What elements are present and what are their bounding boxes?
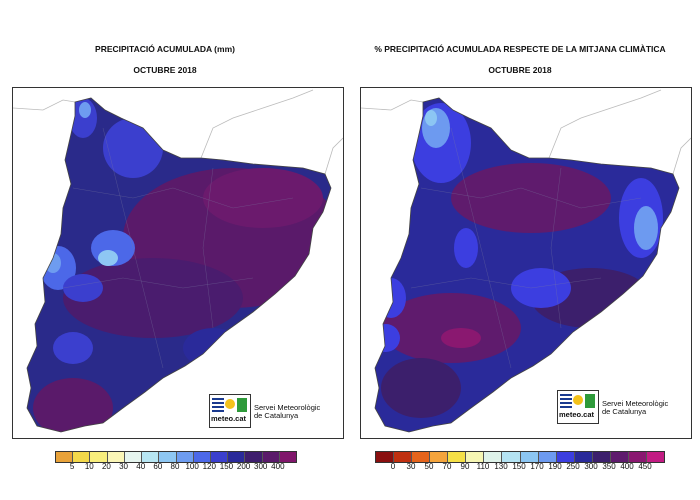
logo-line-2: de Catalunya bbox=[602, 407, 647, 416]
county-boundaries bbox=[410, 127, 642, 369]
legend-tick-label: 350 bbox=[602, 462, 616, 471]
legend-swatch bbox=[262, 452, 280, 462]
catalonia-outline bbox=[26, 97, 332, 433]
legend-swatch bbox=[193, 452, 211, 462]
legend-tick-label: 40 bbox=[136, 462, 146, 471]
legend-swatch bbox=[245, 452, 263, 462]
legend-tick-label: 400 bbox=[620, 462, 634, 471]
logo-brand: meteo.cat bbox=[559, 410, 595, 419]
legend-tick-label: 30 bbox=[119, 462, 129, 471]
right-legend-ticks: 0 30 50 70 90 110 130 150 170 190 250 300 350 400 450 bbox=[375, 462, 663, 474]
legend-tick-label: 130 bbox=[494, 462, 508, 471]
left-map-panel: meteo.cat Servei Meteorològic de Catalun… bbox=[12, 87, 344, 439]
border-line bbox=[548, 89, 662, 159]
meteocat-logo: meteo.cat Servei Meteorològic de Catalun… bbox=[557, 390, 687, 424]
border-line bbox=[13, 99, 76, 111]
legend-tick-label: 0 bbox=[390, 462, 396, 471]
meteocat-logo: meteo.cat Servei Meteorològic de Catalun… bbox=[209, 394, 339, 428]
legend-swatch bbox=[376, 452, 395, 462]
legend-tick-label: 90 bbox=[460, 462, 470, 471]
legend-swatch bbox=[556, 452, 575, 462]
county-boundaries bbox=[62, 127, 294, 369]
legend-tick-label: 50 bbox=[424, 462, 434, 471]
border-line bbox=[672, 137, 691, 175]
percent-fill bbox=[375, 98, 679, 432]
legend-swatch bbox=[176, 452, 194, 462]
logo-sun-icon bbox=[225, 399, 235, 409]
legend-tick-label: 200 bbox=[236, 462, 251, 471]
legend-swatch bbox=[520, 452, 539, 462]
left-legend-ticks: 5 10 20 30 40 60 80 100 120 150 200 300 400 bbox=[55, 462, 295, 474]
logo-waves-icon bbox=[560, 394, 572, 408]
legend-tick-label: 5 bbox=[69, 462, 75, 471]
logo-mark: meteo.cat bbox=[209, 394, 251, 428]
legend-swatch bbox=[538, 452, 557, 462]
legend-tick-label: 170 bbox=[530, 462, 544, 471]
legend-tick-label: 450 bbox=[638, 462, 652, 471]
left-legend-bar bbox=[55, 451, 297, 463]
legend-swatch bbox=[502, 452, 521, 462]
logo-waves-icon bbox=[212, 398, 224, 412]
legend-tick-label: 110 bbox=[476, 462, 490, 471]
legend-tick-label: 10 bbox=[84, 462, 94, 471]
legend-tick-label: 30 bbox=[406, 462, 416, 471]
legend-swatch bbox=[107, 452, 125, 462]
legend-swatch bbox=[56, 452, 74, 462]
legend-tick-label: 300 bbox=[584, 462, 598, 471]
legend-tick-label: 70 bbox=[442, 462, 452, 471]
legend-swatch bbox=[484, 452, 503, 462]
logo-brand: meteo.cat bbox=[211, 414, 247, 423]
logo-leaf-icon bbox=[237, 398, 247, 412]
legend-tick-label: 190 bbox=[548, 462, 562, 471]
legend-swatch bbox=[430, 452, 449, 462]
legend-tick-label: 150 bbox=[512, 462, 526, 471]
left-precipitation-map bbox=[13, 89, 343, 433]
legend-swatch bbox=[210, 452, 229, 462]
legend-swatch bbox=[466, 452, 485, 462]
right-map-title: % PRECIPITACIÓ ACUMULADA RESPECTE DE LA … bbox=[374, 44, 666, 54]
catalonia-outline bbox=[374, 97, 680, 433]
legend-swatch bbox=[412, 452, 431, 462]
legend-tick-label: 20 bbox=[101, 462, 111, 471]
legend-swatch bbox=[574, 452, 593, 462]
legend-tick-label: 80 bbox=[170, 462, 180, 471]
legend-swatch bbox=[159, 452, 177, 462]
legend-swatch bbox=[142, 452, 160, 462]
logo-leaf-icon bbox=[585, 394, 595, 408]
logo-sun-icon bbox=[573, 395, 583, 405]
precip-fill bbox=[27, 98, 331, 432]
border-line bbox=[200, 89, 314, 159]
border-line bbox=[361, 99, 424, 111]
right-legend-bar bbox=[375, 451, 665, 463]
legend-swatch bbox=[448, 452, 467, 462]
left-map-title: PRECIPITACIÓ ACUMULADA (mm) bbox=[95, 44, 235, 54]
right-percentage-map bbox=[361, 89, 691, 433]
legend-swatch bbox=[124, 452, 143, 462]
legend-swatch bbox=[610, 452, 629, 462]
border-line bbox=[324, 137, 343, 175]
left-map-subtitle: OCTUBRE 2018 bbox=[133, 65, 197, 75]
logo-line-2: de Catalunya bbox=[254, 411, 299, 420]
right-map-panel: meteo.cat Servei Meteorològic de Catalun… bbox=[360, 87, 692, 439]
legend-tick-label: 60 bbox=[153, 462, 163, 471]
logo-line-1: Servei Meteorològic bbox=[602, 399, 669, 408]
logo-mark: meteo.cat bbox=[557, 390, 599, 424]
legend-swatch bbox=[228, 452, 246, 462]
legend-swatch bbox=[279, 452, 297, 462]
right-map-subtitle: OCTUBRE 2018 bbox=[488, 65, 552, 75]
legend-tick-label: 250 bbox=[566, 462, 580, 471]
logo-line-1: Servei Meteorològic bbox=[254, 403, 321, 412]
legend-swatch bbox=[646, 452, 664, 462]
legend-swatch bbox=[90, 452, 108, 462]
legend-tick-label: 120 bbox=[202, 462, 216, 471]
legend-tick-label: 400 bbox=[271, 462, 285, 471]
legend-tick-label: 150 bbox=[219, 462, 234, 471]
legend-swatch bbox=[394, 452, 413, 462]
legend-swatch bbox=[628, 452, 647, 462]
legend-swatch bbox=[73, 452, 91, 462]
legend-tick-label: 100 bbox=[185, 462, 199, 471]
legend-tick-label: 300 bbox=[254, 462, 268, 471]
legend-swatch bbox=[592, 452, 611, 462]
